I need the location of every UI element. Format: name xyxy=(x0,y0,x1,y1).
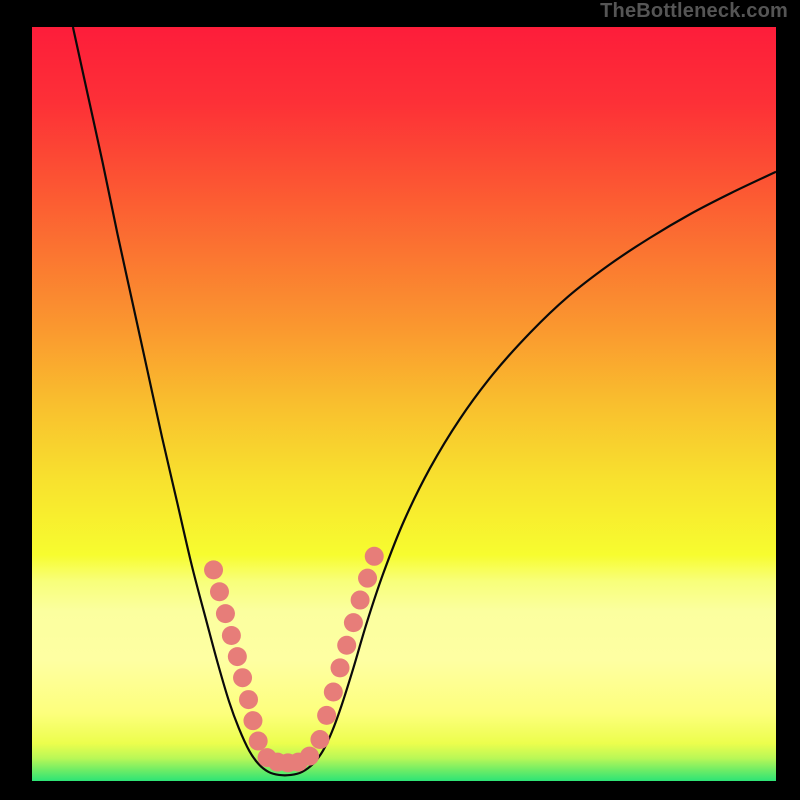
dot-marker xyxy=(222,626,241,645)
dot-marker xyxy=(210,582,229,601)
dot-marker xyxy=(344,613,363,632)
dot-marker xyxy=(337,636,356,655)
dot-marker xyxy=(324,683,343,702)
dot-marker xyxy=(216,604,235,623)
dot-marker xyxy=(358,569,377,588)
dot-marker xyxy=(331,658,350,677)
dot-marker xyxy=(233,668,252,687)
dot-marker xyxy=(228,647,247,666)
dot-marker xyxy=(365,547,384,566)
dot-marker xyxy=(243,711,262,730)
watermark-text: TheBottleneck.com xyxy=(600,0,788,23)
dot-marker xyxy=(300,747,319,766)
gradient-plot-area xyxy=(32,27,776,781)
dot-marker xyxy=(249,732,268,751)
dot-marker xyxy=(239,690,258,709)
dot-marker xyxy=(310,730,329,749)
dot-marker xyxy=(204,560,223,579)
dot-marker xyxy=(317,706,336,725)
dot-marker xyxy=(351,591,370,610)
bottleneck-chart xyxy=(0,0,800,800)
